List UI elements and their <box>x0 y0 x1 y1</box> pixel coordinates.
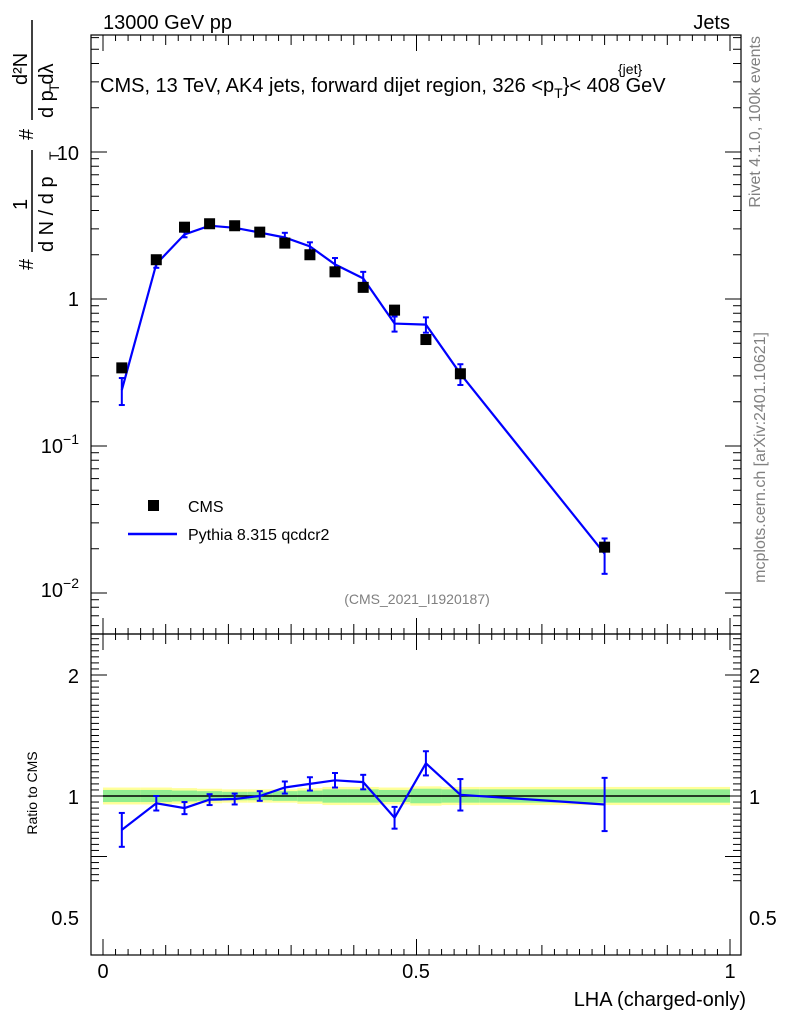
main-ytick-label-0.01: 10−2 <box>41 575 79 602</box>
legend-label-cms: CMS <box>188 499 224 516</box>
xtick-label-0.5: 0.5 <box>402 961 430 983</box>
ylabel-denom-sub: T <box>46 151 62 160</box>
cms-point <box>389 304 401 316</box>
pythia-line <box>120 224 606 555</box>
cms-point <box>454 368 466 380</box>
cms-point <box>116 362 128 374</box>
ratio-ytick-label-0.5-right: 0.5 <box>749 908 777 930</box>
process-label: Jets <box>693 12 730 34</box>
main-panel-frame <box>90 34 742 635</box>
cms-point <box>254 226 266 238</box>
mcplots-label: mcplots.cern.ch [arXiv:2401.10621] <box>752 332 769 583</box>
main-ytick-label-0.1: 10−1 <box>41 431 79 458</box>
main-ylabel: # 1 d N / d p T # d²N d p dλ T <box>10 20 62 270</box>
energy-label: 13000 GeV pp <box>103 12 232 34</box>
ylabel-hash2: # <box>16 128 38 140</box>
chart-title-sup: {jet} <box>618 61 642 77</box>
ylabel-denom: d N / d p <box>36 176 58 252</box>
legend-marker-cms <box>148 500 159 511</box>
ylabel-num: d²N <box>10 53 32 85</box>
cms-point <box>304 249 316 261</box>
chart-title: CMS, 13 TeV, AK4 jets, forward dijet reg… <box>100 75 666 101</box>
main-ytick-label-10: 10 <box>57 143 79 165</box>
xtick-label-0: 0 <box>97 961 108 983</box>
ratio-ytick-label-1-right: 1 <box>749 787 760 809</box>
ratio-ylabel: Ratio to CMS <box>24 751 40 834</box>
ylabel-den2: d p dλ <box>36 64 58 118</box>
ylabel-one: 1 <box>10 199 32 210</box>
legend: CMS Pythia 8.315 qcdcr2 <box>128 499 330 544</box>
legend-label-pythia: Pythia 8.315 qcdcr2 <box>188 527 330 544</box>
ylabel-hash: # <box>16 258 38 270</box>
ylabel-den2-sub: T <box>46 83 62 92</box>
cms-point <box>279 237 291 249</box>
cms-point <box>179 221 191 233</box>
cms-point <box>420 334 432 346</box>
cms-point <box>357 281 369 293</box>
main-ytick-label-1: 1 <box>68 289 79 311</box>
ratio-ytick-label-2-right: 2 <box>749 666 760 688</box>
ratio-ytick-label-0.5-left: 0.5 <box>51 908 79 930</box>
cms-point <box>599 541 611 553</box>
x-axis-label: LHA (charged-only) <box>574 989 746 1011</box>
cms-point <box>150 254 162 266</box>
ratio-ytick-label-2-left: 2 <box>68 666 79 688</box>
ratio-line <box>121 761 605 831</box>
rivet-label: Rivet 4.1.0, 100k events <box>747 36 764 208</box>
cms-point <box>229 220 241 232</box>
cms-point <box>204 218 216 230</box>
xtick-label-1: 1 <box>724 961 735 983</box>
cms-point <box>329 266 341 278</box>
ratio-ytick-label-1-left: 1 <box>68 787 79 809</box>
analysis-watermark: (CMS_2021_I1920187) <box>344 591 490 607</box>
